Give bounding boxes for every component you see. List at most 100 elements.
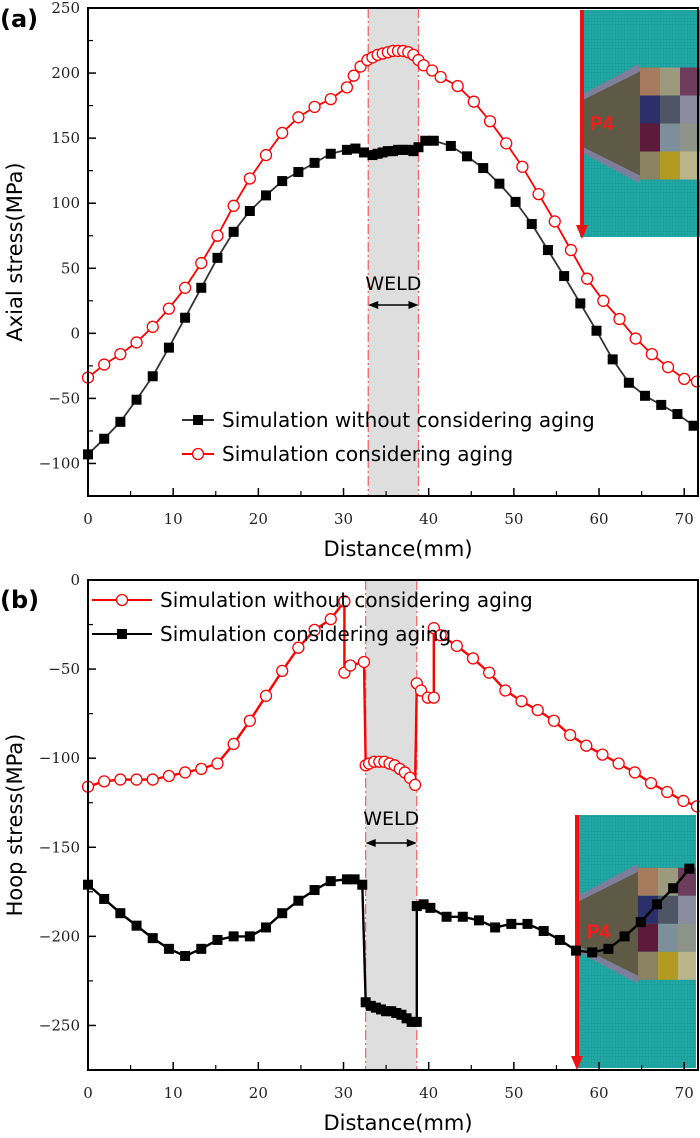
- data-point: [478, 163, 489, 174]
- x-axis-title: Distance(mm): [323, 537, 472, 561]
- data-point: [510, 196, 521, 207]
- x-tick-label: 60: [590, 510, 609, 528]
- y-tick-label: 200: [51, 64, 80, 82]
- weld-region-band: [368, 8, 419, 496]
- series-layer: [81, 44, 700, 460]
- data-point: [196, 943, 207, 954]
- y-tick-label: 150: [51, 129, 80, 147]
- data-point: [559, 271, 570, 282]
- data-point: [580, 739, 593, 752]
- y-tick-label: −50: [48, 660, 80, 678]
- data-point: [325, 148, 336, 159]
- weld-pass-block: [658, 923, 678, 952]
- data-point: [411, 901, 422, 912]
- data-point: [227, 737, 240, 751]
- data-point: [178, 766, 192, 779]
- weld-pass-block: [678, 923, 696, 952]
- data-point: [515, 695, 528, 708]
- data-point: [308, 623, 321, 637]
- x-axis: 0 10 20 30 40 50 60 70: [83, 488, 694, 528]
- data-point: [427, 691, 440, 704]
- weld-pass-block: [680, 151, 700, 180]
- data-point: [494, 178, 505, 189]
- data-point: [629, 332, 642, 345]
- y-tick-label: 250: [51, 0, 80, 17]
- y-tick-label: −250: [39, 1016, 80, 1034]
- data-point: [580, 272, 594, 285]
- data-point: [640, 390, 651, 401]
- data-point: [526, 219, 537, 230]
- data-point: [243, 172, 256, 185]
- series-layer: [81, 595, 700, 1027]
- data-point: [324, 613, 337, 626]
- x-tick-label: 40: [419, 1084, 438, 1102]
- x-tick-label: 20: [249, 1084, 268, 1102]
- data-point: [163, 342, 174, 353]
- legend-item: Simulation without considering aging: [182, 408, 595, 432]
- data-point: [387, 146, 398, 157]
- legend-item: Simulation considering aging: [92, 622, 451, 646]
- data-point: [656, 399, 667, 410]
- data-point: [401, 1013, 412, 1024]
- x-tick-label: 70: [675, 510, 694, 528]
- weld-pass-block: [658, 895, 678, 924]
- data-point: [628, 766, 641, 779]
- weld-pass-block: [678, 951, 696, 980]
- weld-arrow-head-right: [406, 839, 417, 847]
- weld-pass-block: [680, 123, 700, 152]
- data-point: [500, 137, 513, 150]
- data-point: [212, 252, 223, 263]
- data-point: [651, 899, 662, 910]
- weld-pass-block: [640, 151, 660, 180]
- data-point: [564, 243, 578, 257]
- weld-pass-block: [640, 95, 660, 124]
- data-point: [661, 785, 674, 799]
- data-point: [130, 336, 143, 349]
- y-tick-label: 0: [70, 571, 80, 589]
- legend-label: Simulation considering aging: [160, 622, 451, 646]
- data-point: [293, 895, 304, 906]
- data-point: [396, 1009, 407, 1020]
- data-point: [377, 147, 388, 158]
- data-point: [309, 157, 320, 168]
- data-point: [114, 773, 127, 786]
- y-tick-label: 0: [70, 324, 80, 342]
- data-point: [381, 1006, 392, 1017]
- data-point: [360, 997, 371, 1008]
- data-point: [451, 79, 464, 93]
- data-point: [450, 639, 463, 653]
- chart-axial-stress: P4 0 10 20 30 40 50 60 70 −100 −50 0 50 100 150 200 25…: [0, 0, 700, 561]
- data-point: [370, 1002, 381, 1013]
- data-point: [466, 652, 480, 665]
- data-point: [99, 433, 110, 444]
- data-point: [575, 298, 586, 309]
- data-point: [350, 143, 361, 154]
- data-point: [99, 893, 110, 904]
- data-point: [276, 126, 289, 140]
- data-point: [548, 215, 561, 228]
- data-point: [131, 394, 142, 405]
- plot-frame: [87, 7, 699, 497]
- data-point: [678, 372, 691, 386]
- weld-arrow-head-right: [408, 301, 419, 309]
- data-point: [261, 190, 272, 201]
- data-point: [668, 883, 679, 894]
- data-point: [147, 371, 158, 382]
- weld-width-arrow: [365, 839, 417, 847]
- weld-region-band: [365, 580, 417, 1070]
- weld-pass-block: [680, 67, 700, 96]
- data-point: [571, 945, 582, 956]
- legend-marker-square: [117, 629, 127, 639]
- x-axis: 0 10 20 30 40 50 60 70: [83, 1062, 694, 1102]
- data-point: [382, 146, 393, 157]
- data-point: [445, 140, 456, 151]
- data-point: [195, 762, 208, 776]
- data-point: [441, 911, 452, 922]
- data-point: [434, 70, 447, 84]
- y-tick-label: −200: [39, 927, 80, 945]
- data-point: [644, 776, 658, 790]
- y-tick-label: −150: [39, 838, 80, 856]
- path-arrow-head: [571, 1056, 583, 1070]
- data-point: [163, 943, 174, 954]
- data-point: [688, 420, 699, 431]
